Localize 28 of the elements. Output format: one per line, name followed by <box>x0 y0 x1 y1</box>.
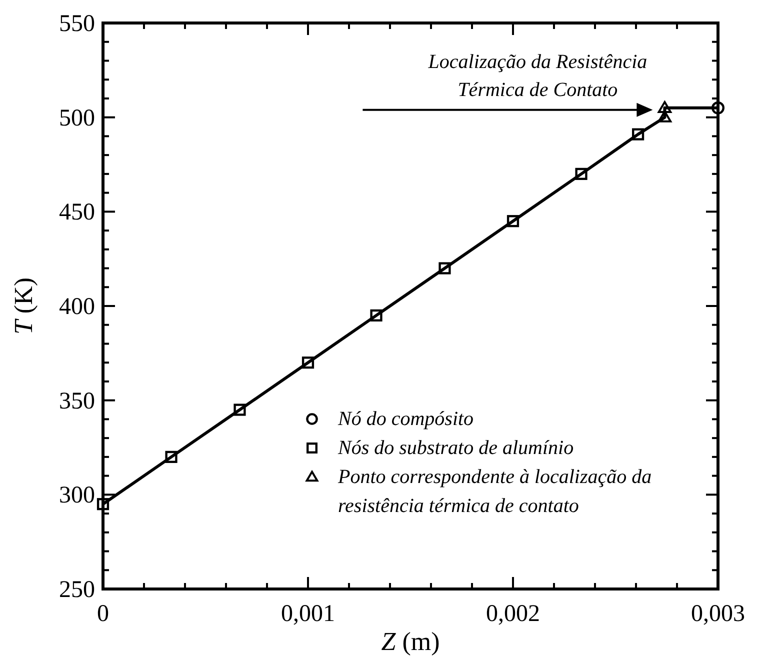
legend-label: Nó do compósito <box>337 408 474 430</box>
point <box>96 498 110 510</box>
point <box>438 262 451 274</box>
y-tick-label: 400 <box>59 294 95 320</box>
y-axis-title: T (K) <box>9 277 38 335</box>
legend-label: Ponto correspondente à localização da resistência térmica de contato <box>337 466 652 517</box>
y-tick-label: 250 <box>59 577 95 603</box>
x-axis-title: Z (m) <box>381 627 440 656</box>
legend-label: Nós do substrato de alumínio <box>337 437 574 459</box>
x-tick-label: 0,002 <box>486 601 540 627</box>
point <box>506 215 520 228</box>
point <box>632 128 644 140</box>
y-tick-label: 500 <box>59 105 95 132</box>
x-tick-label: 0 <box>97 601 109 627</box>
point <box>712 101 724 114</box>
point <box>370 309 382 322</box>
x-tick-label: 0,001 <box>281 601 335 627</box>
point <box>234 404 246 416</box>
point <box>658 101 672 113</box>
y-tick-label: 550 <box>59 11 95 37</box>
point <box>165 450 178 463</box>
point <box>575 168 588 180</box>
y-tick-label: 300 <box>59 482 95 509</box>
x-tick-label: 0,003 <box>691 601 745 627</box>
y-tick-label: 450 <box>59 200 95 226</box>
point <box>302 356 314 369</box>
annotation: Localização da Resistência Térmica de Contato <box>427 50 648 101</box>
y-tick-label: 350 <box>59 388 95 414</box>
